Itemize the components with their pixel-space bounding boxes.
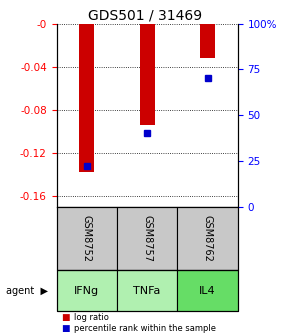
Text: GSM8757: GSM8757 [142,215,152,262]
Text: agent  ▶: agent ▶ [6,286,48,296]
Text: IL4: IL4 [199,286,216,296]
Text: TNFa: TNFa [133,286,161,296]
Bar [139,24,155,125]
Text: ■: ■ [61,324,69,333]
Text: percentile rank within the sample: percentile rank within the sample [74,324,216,333]
Text: ■: ■ [61,313,69,322]
Text: GSM8752: GSM8752 [82,215,92,262]
Text: GSM8762: GSM8762 [203,215,213,262]
Text: IFNg: IFNg [74,286,99,296]
Text: GDS501 / 31469: GDS501 / 31469 [88,8,202,23]
Text: log ratio: log ratio [74,313,109,322]
Bar [79,24,94,172]
Bar [200,24,215,58]
